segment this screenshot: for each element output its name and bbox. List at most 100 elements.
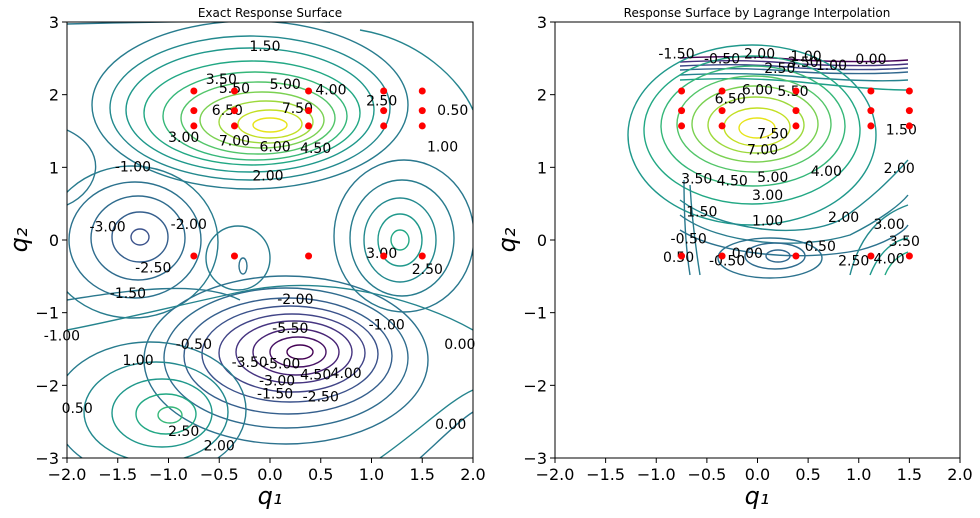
exact-contour-line bbox=[67, 129, 97, 206]
exact-surface-panel: Exact Response Surface bbox=[5, 6, 486, 510]
exact-contour-line bbox=[379, 389, 473, 458]
sample-point bbox=[792, 252, 800, 260]
contour-label: 3.50 bbox=[889, 234, 920, 250]
exact-contour-line bbox=[90, 195, 186, 281]
contour-label: -0.50 bbox=[176, 337, 212, 353]
sample-point bbox=[380, 252, 388, 260]
sample-point bbox=[230, 252, 238, 260]
exact-y-axis-label: q₂ bbox=[5, 227, 33, 252]
y-tick-label: 2 bbox=[537, 86, 547, 105]
contour-label: -0.50 bbox=[671, 232, 707, 248]
contour-label: -2.00 bbox=[171, 217, 207, 233]
contour-label: -1.00 bbox=[115, 160, 151, 176]
y-tick-label: −1 bbox=[523, 304, 547, 323]
contour-label: 0.50 bbox=[437, 103, 468, 119]
lagrange-contour-line bbox=[689, 184, 701, 276]
contour-label: -3.50 bbox=[232, 355, 268, 371]
exact-contour-line bbox=[201, 305, 379, 403]
contour-label: 2.00 bbox=[744, 46, 775, 62]
exact-contour-line bbox=[180, 81, 336, 155]
exact-contour-line bbox=[269, 336, 327, 368]
exact-contour-line bbox=[218, 313, 366, 393]
sample-point bbox=[905, 122, 913, 130]
lagrange-contour-line bbox=[717, 237, 823, 279]
exact-contour-line bbox=[135, 393, 197, 435]
x-tick-label: −0.5 bbox=[200, 465, 239, 484]
contour-label: 1.50 bbox=[249, 39, 280, 55]
sample-point bbox=[418, 107, 426, 115]
contour-label: 0.00 bbox=[444, 337, 475, 353]
lagrange-contour-line bbox=[679, 73, 909, 82]
contour-label: 2.50 bbox=[412, 262, 443, 278]
lagrange-contour-line bbox=[676, 75, 832, 173]
y-tick-label: −3 bbox=[35, 449, 59, 468]
exact-x-axis-label: q₁ bbox=[258, 482, 283, 510]
contour-label: 0.00 bbox=[435, 417, 466, 433]
contour-label: 2.00 bbox=[884, 161, 915, 177]
exact-contour-line bbox=[125, 47, 375, 173]
lagrange-contour-line bbox=[691, 85, 819, 163]
contour-label: 2.00 bbox=[252, 168, 283, 184]
sample-point bbox=[905, 252, 913, 260]
x-tick-label: 0.0 bbox=[745, 465, 770, 484]
contour-label: 5.00 bbox=[757, 170, 788, 186]
sample-point bbox=[380, 107, 388, 115]
sample-point bbox=[380, 122, 388, 130]
exact-contour-line bbox=[252, 117, 288, 133]
exact-contour-line bbox=[218, 100, 314, 144]
sample-point bbox=[718, 87, 726, 95]
sample-point bbox=[867, 252, 875, 260]
lagrange-contour-line bbox=[627, 44, 877, 226]
contour-label: 4.50 bbox=[717, 174, 748, 190]
contour-label: 4.00 bbox=[874, 251, 905, 267]
contour-label: -2.50 bbox=[303, 389, 339, 405]
exact-x-axis: −2.0 −1.5 −1.0 −0.5 0.0 0.5 1.0 1.5 2.0 bbox=[48, 458, 486, 484]
exact-sample-points bbox=[190, 87, 426, 260]
contour-label: -1.50 bbox=[257, 386, 293, 402]
exact-contour-line bbox=[143, 60, 361, 166]
contour-label: 0.00 bbox=[855, 52, 886, 68]
sample-point bbox=[867, 107, 875, 115]
lagrange-contour-line bbox=[765, 249, 791, 263]
lagrange-contour-line bbox=[679, 64, 909, 71]
contour-label: 7.50 bbox=[282, 101, 313, 117]
exact-contour-line bbox=[109, 35, 391, 181]
exact-contour-line bbox=[238, 257, 248, 275]
lagrange-surface-panel: Response Surface by Lagrange Interpolati… bbox=[493, 6, 973, 510]
sample-point bbox=[230, 107, 238, 115]
exact-contour-line bbox=[359, 29, 473, 111]
x-tick-label: 1.5 bbox=[897, 465, 922, 484]
contour-label: 1.00 bbox=[816, 58, 847, 74]
x-tick-label: 1.0 bbox=[359, 465, 384, 484]
exact-contour-line bbox=[199, 91, 325, 149]
contour-label: 1.00 bbox=[122, 353, 153, 369]
contour-label: -5.50 bbox=[272, 321, 308, 337]
contour-label: 0.50 bbox=[663, 250, 694, 266]
exact-contour-line bbox=[67, 341, 247, 458]
contour-label: 1.00 bbox=[752, 213, 783, 229]
y-tick-label: −3 bbox=[523, 449, 547, 468]
lagrange-contour-line bbox=[744, 242, 806, 270]
exact-contour-line bbox=[111, 378, 213, 448]
lagrange-contour-line bbox=[849, 204, 909, 276]
sample-point bbox=[792, 107, 800, 115]
x-tick-label: −1.5 bbox=[586, 465, 625, 484]
exact-contour-line bbox=[67, 165, 219, 319]
lagrange-x-axis-label: q₁ bbox=[745, 482, 770, 510]
contour-label: 2.50 bbox=[366, 94, 397, 110]
exact-contour-line bbox=[83, 361, 229, 458]
contour-label: 4.00 bbox=[315, 83, 346, 99]
sample-point bbox=[230, 87, 238, 95]
contour-label: 6.00 bbox=[259, 139, 290, 155]
exact-contour-line bbox=[377, 213, 423, 267]
contour-label: 3.00 bbox=[168, 130, 199, 146]
contour-label: -3.00 bbox=[259, 373, 295, 389]
exact-contour-labels: 1.503.505.005.504.006.507.503.007.006.00… bbox=[44, 39, 476, 455]
sample-point bbox=[718, 107, 726, 115]
contour-label: -1.00 bbox=[44, 328, 80, 344]
exact-contour-line bbox=[349, 179, 455, 297]
x-tick-label: −2.0 bbox=[48, 465, 87, 484]
x-tick-label: 0.5 bbox=[795, 465, 820, 484]
exact-contour-line bbox=[390, 229, 410, 251]
